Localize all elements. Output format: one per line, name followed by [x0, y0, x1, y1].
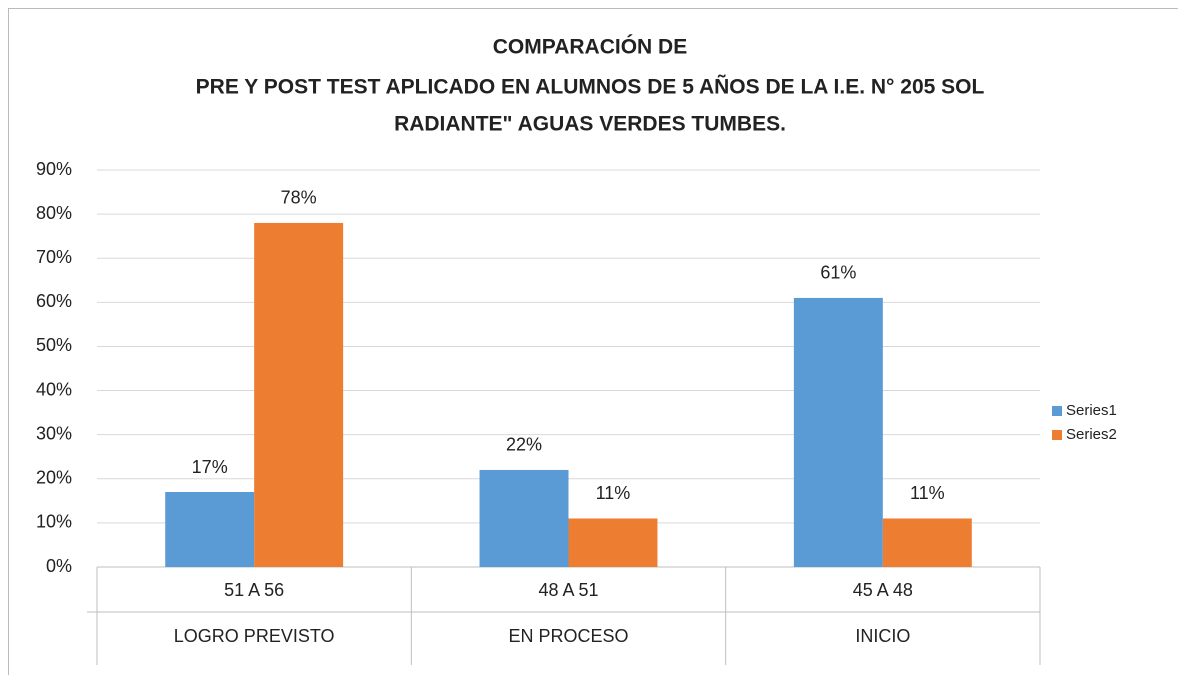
- legend-swatch: [1052, 406, 1062, 416]
- data-label: 17%: [192, 457, 228, 477]
- y-tick-label: 0%: [46, 556, 72, 576]
- y-tick-label: 50%: [36, 335, 72, 355]
- data-label: 11%: [910, 483, 945, 503]
- chart-title: RADIANTE" AGUAS VERDES TUMBES.: [394, 113, 786, 136]
- legend-label: Series2: [1066, 426, 1117, 443]
- y-tick-label: 70%: [36, 247, 72, 267]
- legend-swatch: [1052, 430, 1062, 440]
- chart-frame: [8, 8, 1178, 675]
- x-tick-label: 51 A 56: [224, 580, 284, 600]
- x-group-label: LOGRO PREVISTO: [174, 626, 335, 646]
- legend-label: Series1: [1066, 402, 1117, 419]
- bar: [165, 492, 255, 567]
- x-tick-label: 45 A 48: [853, 580, 913, 600]
- bar: [568, 518, 658, 567]
- bar: [882, 518, 972, 567]
- y-tick-label: 90%: [36, 159, 72, 179]
- y-tick-label: 20%: [36, 468, 72, 488]
- y-tick-label: 40%: [36, 379, 72, 399]
- x-tick-label: 48 A 51: [538, 580, 598, 600]
- chart-title: COMPARACIÓN DE: [493, 35, 687, 59]
- y-tick-label: 80%: [36, 203, 72, 223]
- data-label: 78%: [281, 188, 317, 208]
- x-group-label: INICIO: [855, 626, 910, 646]
- data-label: 11%: [596, 483, 631, 503]
- bar: [479, 469, 569, 567]
- data-label: 61%: [820, 263, 856, 283]
- data-label: 22%: [506, 435, 542, 455]
- bar: [793, 297, 883, 567]
- x-group-label: EN PROCESO: [508, 626, 628, 646]
- y-tick-label: 60%: [36, 291, 72, 311]
- y-tick-label: 10%: [36, 512, 72, 532]
- y-tick-label: 30%: [36, 423, 72, 443]
- bar: [254, 222, 344, 567]
- chart-title: PRE Y POST TEST APLICADO EN ALUMNOS DE 5…: [196, 76, 985, 99]
